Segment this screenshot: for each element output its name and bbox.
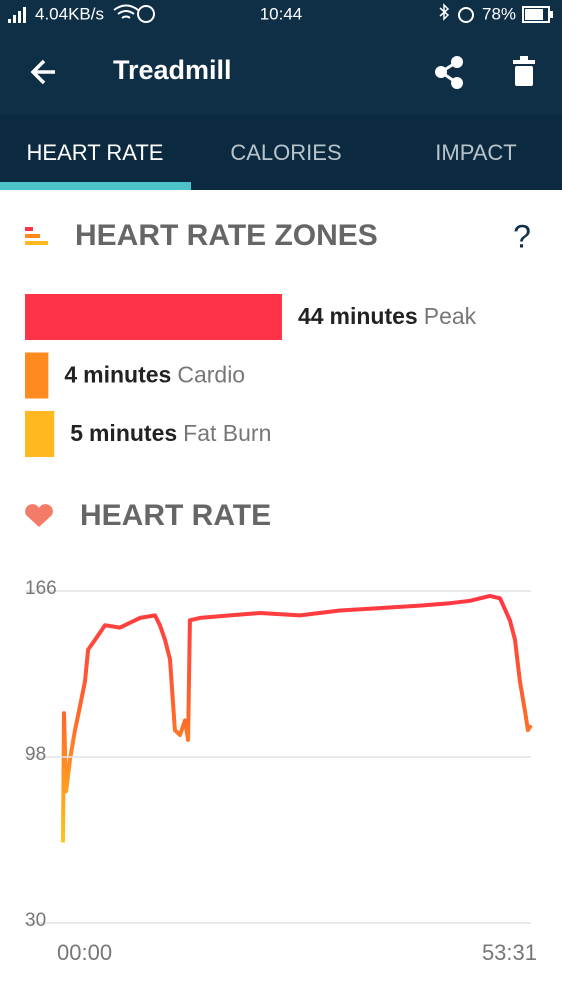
zone-bar [25,352,49,399]
zone-name: Cardio [177,362,245,388]
zone-bar [25,411,55,457]
signal-icon [8,7,26,23]
zone-name: Peak [424,303,477,329]
y-tick-label: 98 [25,744,46,765]
share-button[interactable] [435,56,463,89]
whatsapp-icon [137,5,155,23]
battery-tip [550,11,553,18]
y-tick-label: 166 [25,578,57,599]
battery-fill [525,9,543,20]
zones-icon [25,227,48,245]
heart-rate-line [61,593,533,843]
screen-title: Treadmill [113,55,232,85]
tab[interactable]: IMPACT [435,140,516,165]
zone-unit: minutes [330,303,418,329]
bluetooth-icon [439,3,450,21]
zone-minutes: 5 [70,420,83,446]
y-tick-label: 30 [25,910,46,931]
zone-name: Fat Burn [183,420,271,446]
zone-label: 4 minutes Cardio [64,362,245,388]
zone-unit: minutes [83,362,171,388]
heart-icon [25,504,53,527]
tab-indicator [0,182,191,190]
section-title: HEART RATE ZONES [75,219,378,252]
network-speed: 4.04KB/s [35,4,104,23]
x-tick-label: 00:00 [57,940,112,965]
tab[interactable]: HEART RATE [27,140,164,165]
x-tick-label: 53:31 [482,940,537,965]
zone-label: 44 minutes Peak [298,303,477,329]
delete-button[interactable] [513,56,535,86]
clock: 10:44 [260,4,303,23]
zone-label: 5 minutes Fat Burn [70,420,271,446]
section-title: HEART RATE [80,499,271,532]
app-bar [0,0,562,115]
battery-icon [522,6,550,23]
zone-minutes: 4 [64,362,77,388]
zone-minutes: 44 [298,303,324,329]
zone-bar [25,294,282,340]
battery-level: 78% [482,4,516,23]
back-button[interactable] [30,59,55,85]
help-button[interactable]: ? [513,218,531,254]
tab[interactable]: CALORIES [230,140,341,165]
tab-bar [0,115,562,190]
zone-unit: minutes [89,420,177,446]
wifi-icon [113,4,139,19]
alarm-icon [458,7,474,23]
